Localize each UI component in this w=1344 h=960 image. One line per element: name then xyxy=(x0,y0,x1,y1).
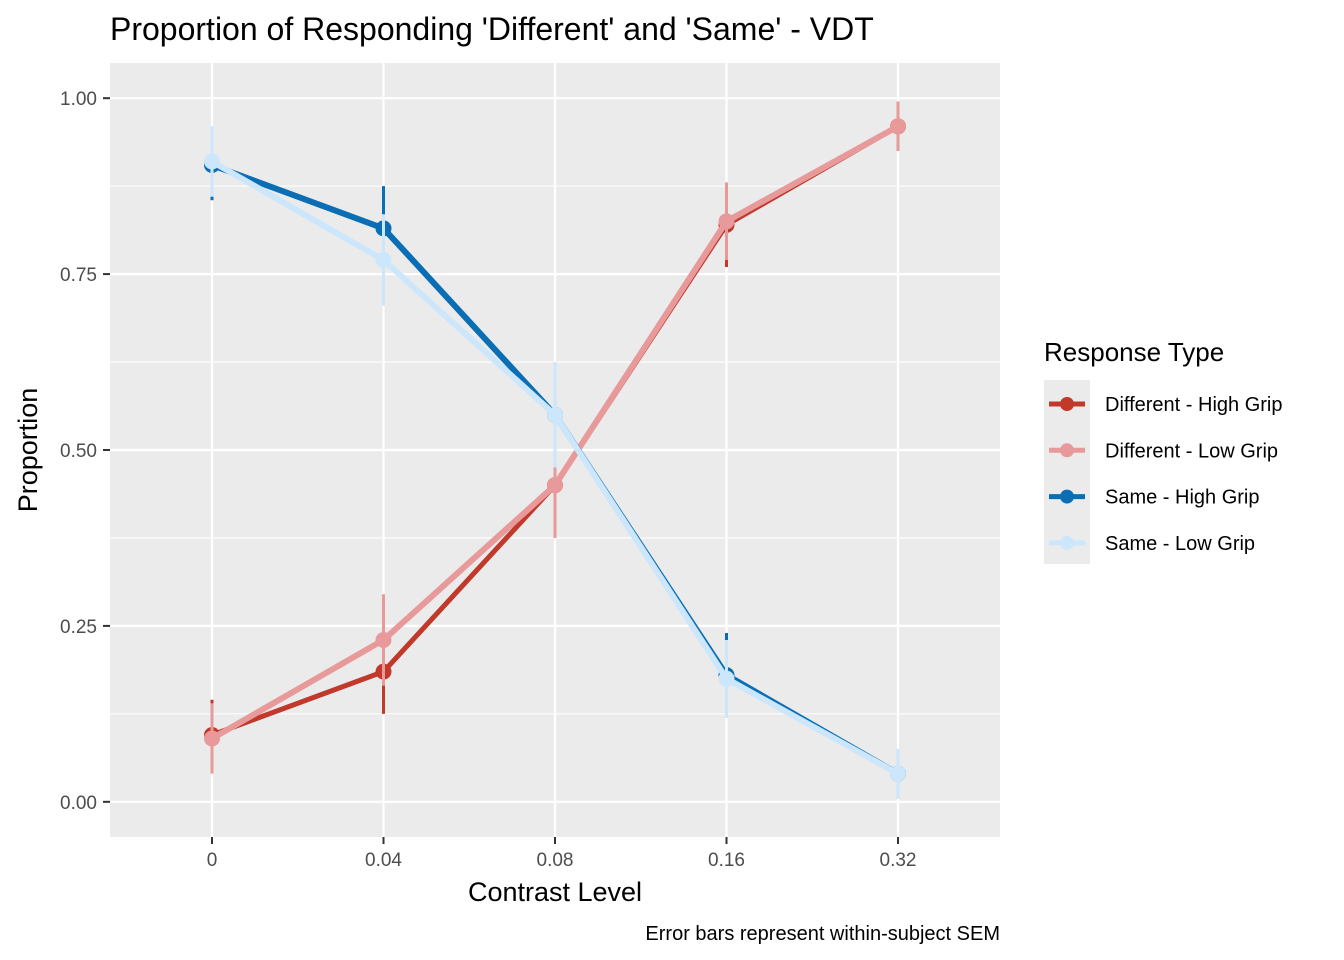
chart-title: Proportion of Responding 'Different' and… xyxy=(110,11,874,47)
data-point xyxy=(547,477,563,494)
legend-key-point xyxy=(1060,489,1074,504)
x-tick-label: 0.16 xyxy=(708,850,745,871)
series-layer xyxy=(204,101,906,799)
y-tick-label: 0.25 xyxy=(60,617,97,638)
y-tick-label: 1.00 xyxy=(60,89,97,110)
chart-caption: Error bars represent within-subject SEM xyxy=(645,923,1000,945)
legend-key-point xyxy=(1060,535,1074,550)
y-tick-label: 0.50 xyxy=(60,441,97,462)
y-axis-title: Proportion xyxy=(13,388,43,513)
x-tick-label: 0.08 xyxy=(537,850,574,871)
data-point xyxy=(375,631,392,648)
data-point xyxy=(718,670,735,687)
data-point xyxy=(547,406,563,423)
data-point xyxy=(890,118,906,135)
legend-items: Different - High Grip Different - Low Gri… xyxy=(1049,394,1282,555)
legend-label: Different - Low Grip xyxy=(1105,440,1278,462)
x-axis-title: Contrast Level xyxy=(468,877,642,907)
legend-title: Response Type xyxy=(1044,337,1224,367)
x-tick-label: 0.04 xyxy=(365,850,402,871)
legend: Response Type Different - High GripDiffe… xyxy=(1044,337,1282,564)
series-4 xyxy=(204,126,906,799)
x-axis: 0 0.04 0.08 0.16 0.32 xyxy=(207,837,917,871)
data-point xyxy=(204,730,220,747)
data-point xyxy=(204,153,220,170)
data-point xyxy=(375,252,392,269)
legend-label: Same - High Grip xyxy=(1105,487,1260,509)
x-tick-label: 0.32 xyxy=(880,850,917,871)
legend-label: Different - High Grip xyxy=(1105,394,1282,416)
legend-label: Same - Low Grip xyxy=(1105,533,1255,555)
legend-key-point xyxy=(1060,443,1074,458)
data-point xyxy=(890,765,906,782)
y-axis: 0.00 0.25 0.50 0.75 1.00 xyxy=(60,89,110,814)
y-tick-label: 0.00 xyxy=(60,793,97,814)
y-tick-label: 0.75 xyxy=(60,265,97,286)
x-tick-label: 0 xyxy=(207,850,218,871)
legend-key-point xyxy=(1060,397,1074,411)
data-point xyxy=(718,213,735,230)
